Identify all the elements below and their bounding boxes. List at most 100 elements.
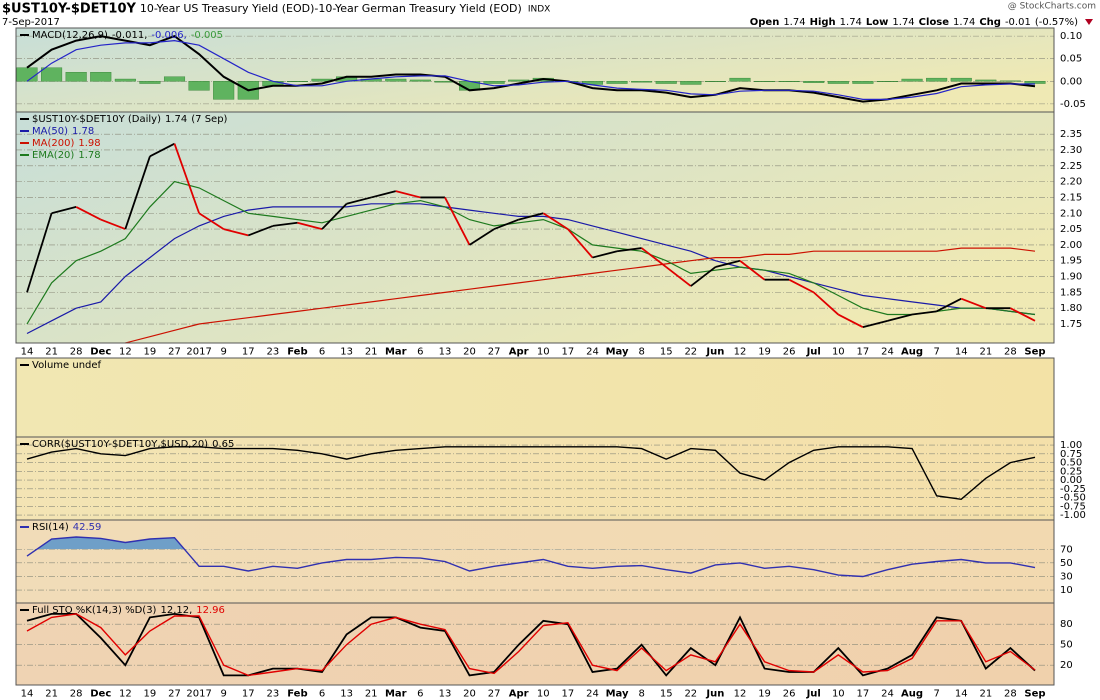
panel-marks [26,142,1036,344]
series-line [26,613,1036,677]
quote-text: Close [919,17,950,28]
x-tick-label: 28 [1004,347,1017,358]
series-line [125,247,1036,344]
series-line [26,536,1036,578]
y-tick-label: 2.25 [1060,161,1082,172]
price-segment [149,142,175,158]
histogram-bar [41,67,63,82]
panel-background [16,520,1054,603]
x-tick-label: May [606,347,629,358]
y-tick-label: 10 [1060,585,1073,596]
price-segment [272,221,298,227]
price-segment [124,156,151,230]
x-tick-label: 9 [220,689,226,700]
price-segment [616,247,642,253]
legend-text: 1.74 [165,114,187,125]
x-tick-label: Dec [90,689,111,700]
x-tick-label: Apr [509,347,529,358]
price-segment [837,313,864,328]
histogram-bar [926,77,948,82]
x-tick-label: 15 [660,347,673,358]
x-tick-label: 10 [832,689,845,700]
symbol: $UST10Y-$DET10Y [2,2,136,17]
x-tick-label: 14 [21,689,34,700]
x-tick-label: 24 [881,347,894,358]
price-segment [26,212,53,293]
histogram-bar [483,81,505,84]
x-tick-label: 17 [857,689,870,700]
y-tick-label: -0.05 [1060,99,1086,110]
x-tick-label: Aug [901,347,923,358]
x-tick-label: 10 [537,689,550,700]
x-tick-label: 28 [70,689,83,700]
price-segment [960,297,987,310]
x-tick-label: 27 [488,347,501,358]
legend-text: -0.005 [191,30,223,41]
y-tick-label: 0.00 [1060,475,1082,486]
histogram-bar [163,76,186,82]
y-tick-label: 2.35 [1060,129,1082,140]
x-tick-label: 12 [734,689,747,700]
histogram-bar [950,77,972,82]
histogram-bar [704,81,726,82]
price-segment [518,212,544,221]
x-tick-label: 8 [638,347,644,358]
x-tick-label: 13 [340,689,353,700]
x-tick-label: 21 [365,347,378,358]
histogram-bar [188,81,210,91]
legend-text: 12.96 [196,605,225,616]
x-tick-label: Jun [705,347,724,358]
price-segment [370,190,397,199]
histogram-bar [409,79,431,82]
histogram-bar [508,79,530,82]
x-tick-label: 27 [488,689,501,700]
overbought-area [27,537,1035,550]
y-tick-label: 1.85 [1060,287,1082,298]
y-tick-label: 1.00 [1060,440,1082,451]
series-line [26,612,1036,677]
x-tick-label: 17 [242,689,255,700]
x-tick-label: 17 [562,689,575,700]
histogram-bar [606,81,628,84]
exchange: INDX [528,5,550,15]
quote-text: 1.74 [892,17,914,28]
price-segment [75,206,102,221]
histogram-bar [1024,81,1046,84]
x-tick-label: Mar [385,689,407,700]
histogram-bar [16,67,38,82]
x-tick-label: 12 [119,347,132,358]
x-tick-label: Aug [901,689,923,700]
x-tick-label: 15 [660,689,673,700]
histogram-bar [286,81,308,82]
x-tick-label: Dec [90,347,111,358]
x-tick-label: 23 [266,689,279,700]
y-tick-label: 20 [1060,660,1073,671]
description: 10-Year US Treasury Yield (EOD)-10-Year … [140,2,522,15]
x-tick-label: 24 [586,347,599,358]
x-tick-label: 24 [586,689,599,700]
x-tick-label: 14 [955,347,968,358]
price-segment [173,143,200,214]
legend-text: 1.78 [72,126,94,137]
x-tick-label: 21 [45,347,58,358]
price-segment [665,266,692,287]
quote-text: 1.74 [783,17,805,28]
x-axis-band [16,685,1054,700]
legend-text: Full STO %K(14,3) %D(3) [32,605,157,616]
y-tick-label: 50 [1060,640,1073,651]
quote: Open 1.74 High 1.74 Low 1.74 Close 1.74 Chg -0.01… [750,17,1078,28]
price-segment [321,203,348,230]
price-segment [223,228,249,237]
y-tick-label: 1.75 [1060,319,1082,330]
x-tick-label: 20 [463,689,476,700]
series-line [26,34,1036,103]
y-tick-label: 2.00 [1060,240,1082,251]
x-tick-label: 19 [144,689,157,700]
quote-text: Chg [979,17,1001,28]
x-tick-label: 7 [933,689,939,700]
x-tick-label: Sep [1024,347,1045,358]
x-tick-label: 22 [684,689,697,700]
x-tick-label: 21 [979,347,992,358]
price-segment [297,221,323,230]
x-tick-label: 19 [758,689,771,700]
